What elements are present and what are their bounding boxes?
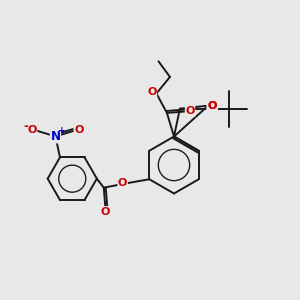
Text: -: - <box>24 120 28 133</box>
Text: O: O <box>74 125 83 135</box>
Text: O: O <box>100 207 110 217</box>
Text: O: O <box>208 101 217 111</box>
Text: N: N <box>50 130 61 143</box>
Text: O: O <box>118 178 127 188</box>
Text: O: O <box>208 101 217 111</box>
Text: O: O <box>27 125 37 135</box>
Text: O: O <box>208 101 217 111</box>
Text: O: O <box>147 87 157 97</box>
Text: O: O <box>185 106 195 116</box>
Text: +: + <box>58 126 65 135</box>
